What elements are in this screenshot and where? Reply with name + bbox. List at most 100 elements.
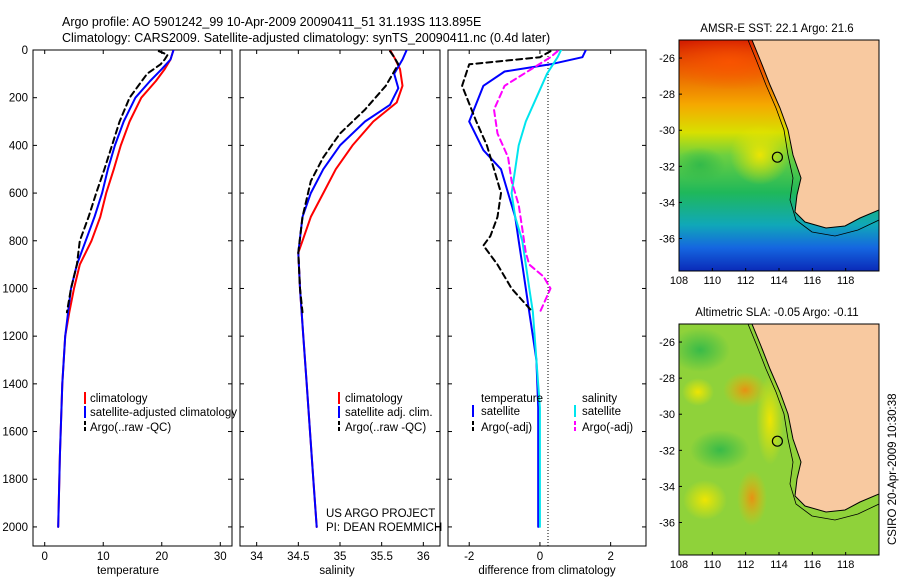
legend-label-sal-satellite: satellite (582, 406, 621, 418)
x-tick-label: 34 (250, 551, 263, 563)
axis-ticks-layer: 0 10 20 30020040060080010001200140016001800… (2, 45, 646, 563)
csiro-stamp: CSIRO 20-Apr-2009 10:30:38 (887, 393, 899, 545)
map-x-tick-label: 108 (670, 559, 688, 571)
map-y-tick-label: -32 (659, 445, 675, 457)
argo-float-marker (771, 151, 784, 163)
sst-cool-patch (679, 147, 725, 183)
series-line-satellite-adjusted-climatology (57, 50, 175, 528)
map-y-tick-label: -32 (659, 161, 675, 173)
legend-label-satellite: satellite-adjusted climatology (90, 407, 237, 419)
sla-high-patch (723, 372, 767, 408)
y-tick-label: 1200 (2, 331, 28, 343)
map-x-tick-label: 116 (804, 559, 822, 571)
series-line-salinity-argo-adj (493, 50, 559, 314)
sst-coastal-patch (730, 125, 790, 185)
map-x-tick-label: 110 (704, 275, 722, 287)
australia-land (751, 324, 879, 513)
salinity-xlabel: salinity (319, 565, 354, 577)
project-annotation: US ARGO PROJECT (326, 508, 435, 520)
sla-low-patch (679, 328, 730, 372)
map-y-tick-label: -34 (659, 197, 675, 209)
isobath-line (747, 40, 879, 237)
series-line-argo-raw-qc (297, 50, 400, 314)
x-tick-label: 10 (97, 551, 110, 563)
map-x-tick-label: 112 (737, 559, 755, 571)
temperature-curves (57, 50, 175, 528)
difference-curves (461, 50, 587, 528)
series-line-satellite-adj-clim (297, 50, 408, 528)
map-x-tick-label: 108 (670, 275, 688, 287)
sst-map (679, 40, 879, 271)
x-tick-label: -2 (464, 551, 474, 563)
map-x-tick-label: 114 (770, 559, 788, 571)
y-tick-label: 200 (9, 93, 28, 105)
map-y-tick-label: -36 (659, 518, 675, 530)
legend-label-temp-satellite: satellite (481, 406, 520, 418)
y-tick-label: 1800 (2, 474, 28, 486)
y-tick-label: 600 (9, 188, 28, 200)
legend-label-satellite: satellite adj. clim. (345, 407, 433, 419)
map-x-tick-label: 114 (770, 275, 788, 287)
map-y-tick-label: -30 (659, 409, 675, 421)
legend-label-climatology: climatology (345, 393, 403, 405)
y-tick-label: 800 (9, 236, 28, 248)
series-line-temperature-satellite (468, 50, 587, 528)
legend-label-climatology: climatology (90, 393, 148, 405)
x-tick-label: 2 (607, 551, 613, 563)
legend-title-salinity: salinity (582, 393, 617, 405)
series-line-argo-raw-qc (65, 50, 169, 314)
legend-label-argo: Argo(..raw -QC) (90, 422, 171, 434)
y-tick-label: 400 (9, 140, 28, 152)
legend-title-temperature: temperature (481, 393, 543, 405)
figure-title-line2: Climatology: CARS2009. Satellite-adjuste… (62, 31, 550, 45)
map-y-tick-label: -28 (659, 89, 675, 101)
map-ticks-layer: 108 110 112 114 116 118 -26 -28 -30 -32 -34 -36 108 1… (659, 53, 854, 571)
argo-float-marker (771, 435, 784, 447)
map-x-tick-label: 118 (837, 559, 855, 571)
salinity-curves (297, 50, 408, 528)
map-y-tick-label: -28 (659, 373, 675, 385)
y-tick-label: 1000 (2, 283, 28, 295)
legend-label-argo: Argo(..raw -QC) (345, 422, 426, 434)
x-tick-label: 30 (214, 551, 227, 563)
x-tick-label: 20 (155, 551, 168, 563)
map-x-tick-label: 118 (837, 275, 855, 287)
temperature-xlabel: temperature (97, 565, 159, 577)
map-y-tick-label: -34 (659, 481, 675, 493)
y-tick-label: 1600 (2, 427, 28, 439)
salinity-legend: climatology satellite adj. clim. Argo(..… (326, 392, 442, 534)
temperature-panel (32, 49, 233, 547)
sla-high-patch (682, 378, 714, 406)
difference-legend: temperature salinity satellite Argo(-adj… (472, 393, 633, 434)
y-tick-label: 2000 (2, 522, 28, 534)
legend-label-sal-argo: Argo(-adj) (582, 422, 633, 434)
map-y-tick-label: -26 (659, 337, 675, 349)
map-y-tick-label: -36 (659, 234, 675, 246)
sla-coastal-patch (756, 375, 784, 465)
x-tick-label: 36 (417, 551, 430, 563)
sla-low-patch (690, 430, 750, 470)
isobath-line (747, 324, 879, 521)
y-tick-label: 0 (22, 45, 28, 57)
figure-title-line1: Argo profile: AO 5901242_99 10-Apr-2009 … (62, 15, 481, 29)
difference-xlabel: difference from climatology (478, 565, 615, 577)
sst-map-title: AMSR-E SST: 22.1 Argo: 21.6 (700, 23, 853, 35)
y-tick-label: 1400 (2, 379, 28, 391)
map-y-tick-label: -26 (659, 53, 675, 65)
x-tick-label: 34.5 (287, 551, 309, 563)
x-tick-label: 0 (537, 551, 543, 563)
sla-high-patch (737, 470, 767, 526)
legend-label-temp-argo: Argo(-adj) (481, 422, 532, 434)
pi-annotation: PI: DEAN ROEMMICH (326, 522, 442, 534)
map-x-tick-label: 110 (704, 559, 722, 571)
map-x-tick-label: 116 (804, 275, 822, 287)
x-tick-label: 0 (42, 551, 48, 563)
sla-map-title: Altimetric SLA: -0.05 Argo: -0.11 (695, 307, 858, 319)
sla-map (679, 324, 879, 555)
x-tick-label: 35.5 (370, 551, 392, 563)
map-y-tick-label: -30 (659, 125, 675, 137)
australia-land (751, 40, 879, 229)
sla-high-patch (683, 480, 727, 520)
temperature-legend: climatology satellite-adjusted climatolo… (84, 392, 237, 434)
